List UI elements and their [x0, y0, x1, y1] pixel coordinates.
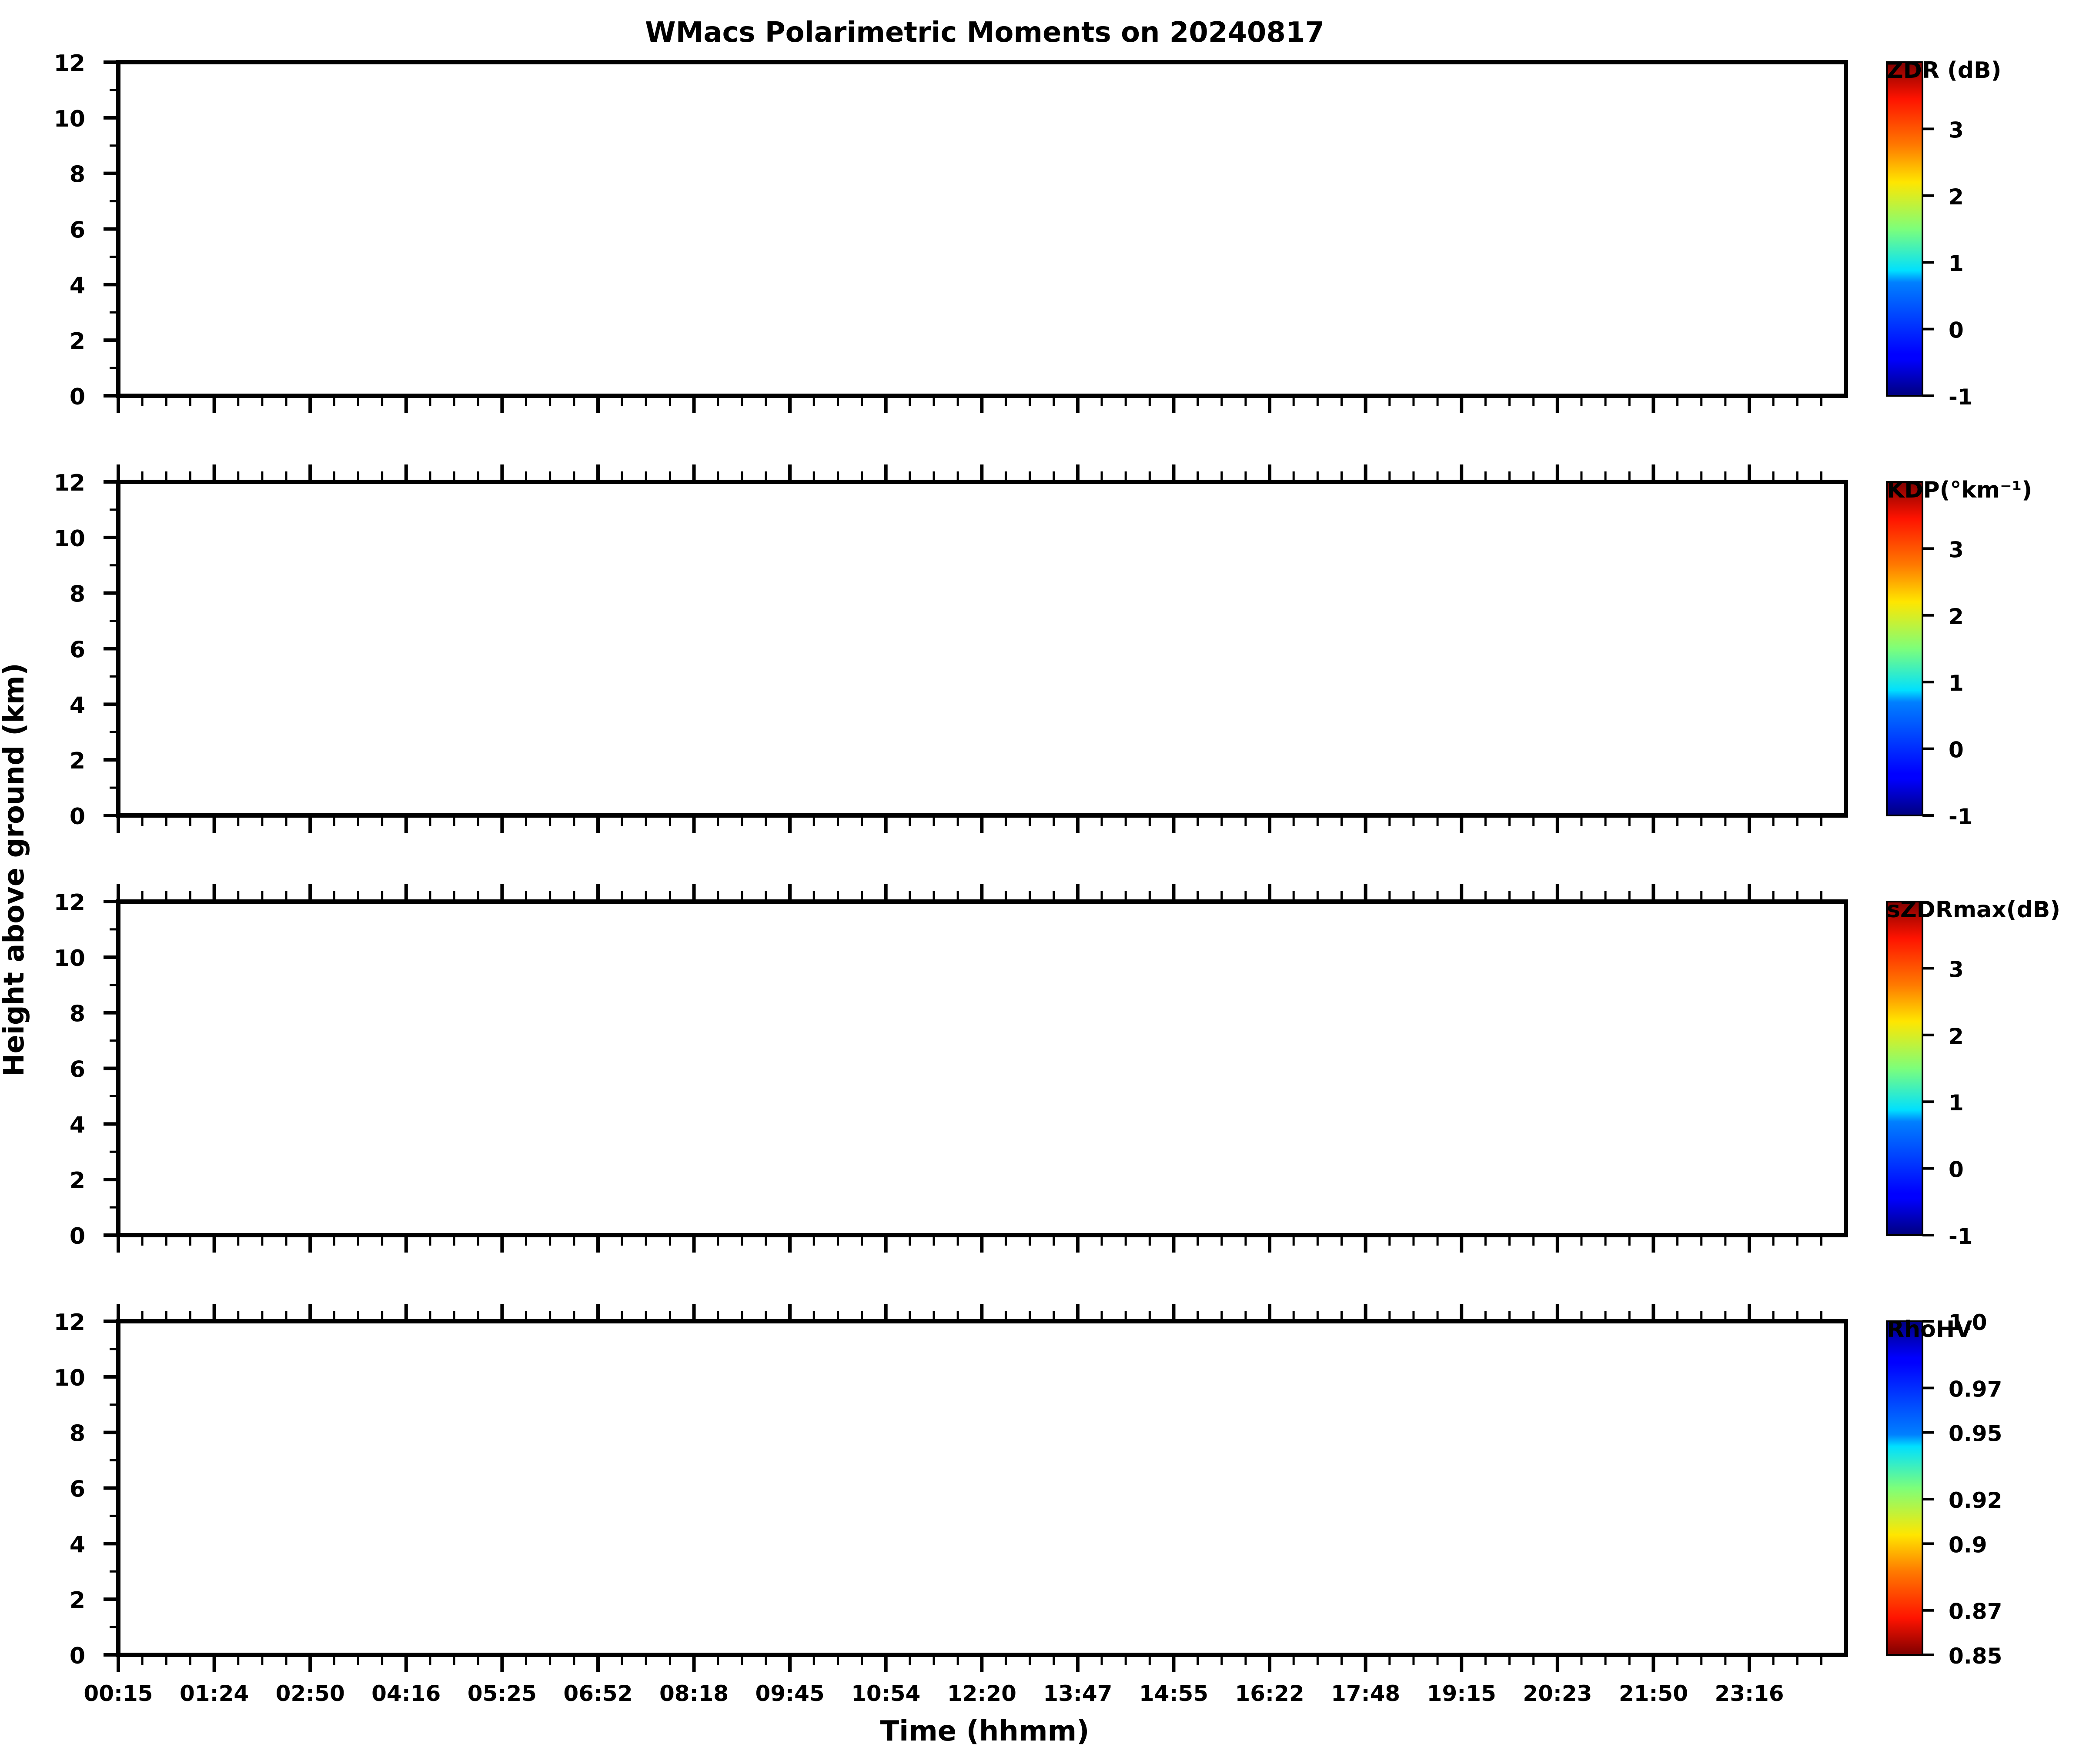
y-tick-label: 12	[54, 1310, 85, 1336]
colorbar-tick-label: 0	[1949, 318, 1964, 343]
x-tick-label: 19:15	[1427, 1681, 1496, 1706]
colorbar-tick-label: 2	[1949, 604, 1964, 629]
colorbar-tick-label: 0	[1949, 1157, 1964, 1183]
y-tick-label: 2	[70, 1168, 85, 1194]
y-tick-label: 4	[70, 1532, 85, 1558]
plot-frame	[116, 480, 1848, 818]
x-tick-label: 17:48	[1331, 1681, 1400, 1706]
y-tick-label: 10	[54, 945, 85, 972]
x-tick-label: 00:15	[84, 1681, 153, 1706]
y-tick-label: 4	[70, 273, 85, 299]
y-tick-label: 10	[54, 1365, 85, 1391]
y-tick-label: 6	[70, 1477, 85, 1503]
x-tick-label: 21:50	[1619, 1681, 1688, 1706]
x-tick-label: 02:50	[276, 1681, 345, 1706]
y-tick-label: 2	[70, 328, 85, 354]
y-tick-label: 10	[54, 106, 85, 132]
x-tick-label: 13:47	[1043, 1681, 1112, 1706]
plot-area	[118, 62, 1846, 396]
colorbar-tick-label: 3	[1949, 537, 1964, 562]
colorbar-tick-label: 3	[1949, 117, 1964, 143]
x-tick-label: 20:23	[1523, 1681, 1592, 1706]
y-tick-label: 12	[54, 890, 85, 916]
colorbar	[1886, 481, 1923, 816]
plot-frame	[116, 60, 1848, 398]
y-tick-label: 8	[70, 581, 85, 608]
x-tick-label: 16:22	[1235, 1681, 1304, 1706]
colorbar-tick-label: -1	[1949, 804, 1973, 829]
colorbar-tick-label: -1	[1949, 1224, 1973, 1249]
x-tick-label: 06:52	[563, 1681, 632, 1706]
y-tick-label: 2	[70, 748, 85, 774]
y-tick-label: 8	[70, 1001, 85, 1027]
y-tick-label: 4	[70, 1112, 85, 1138]
colorbar-label: sZDRmax(dB)	[1887, 897, 2060, 923]
plot-area	[118, 1321, 1846, 1655]
x-axis-label: Time (hhmm)	[880, 1715, 1090, 1747]
colorbar-tick-label: 2	[1949, 184, 1964, 210]
chart-title: WMacs Polarimetric Moments on 20240817	[645, 17, 1324, 49]
y-tick-label: 6	[70, 637, 85, 663]
colorbar-tick-label: 0.97	[1949, 1376, 2002, 1402]
colorbar-tick-label: 0.9	[1949, 1532, 1987, 1557]
plot-frame	[116, 899, 1848, 1237]
y-tick-label: 12	[54, 50, 85, 77]
colorbar-tick-label: 1.0	[1949, 1310, 1987, 1335]
colorbar-tick-label: 3	[1949, 957, 1964, 982]
y-tick-label: 2	[70, 1587, 85, 1614]
x-tick-label: 05:25	[468, 1681, 537, 1706]
y-axis-label: Height above ground (km)	[0, 663, 30, 1077]
colorbar-label: KDP(°km⁻¹)	[1887, 477, 2032, 503]
x-tick-label: 10:54	[851, 1681, 920, 1706]
y-tick-label: 8	[70, 1421, 85, 1447]
x-tick-label: 14:55	[1139, 1681, 1208, 1706]
plot-area	[118, 902, 1846, 1235]
colorbar-tick-label: -1	[1949, 384, 1973, 410]
colorbar-label: ZDR (dB)	[1887, 57, 2001, 84]
x-tick-label: 08:18	[659, 1681, 729, 1706]
plot-frame	[116, 1319, 1848, 1657]
colorbar	[1886, 901, 1923, 1236]
x-tick-label: 09:45	[756, 1681, 825, 1706]
colorbar-tick-label: 2	[1949, 1024, 1964, 1049]
x-tick-label: 04:16	[371, 1681, 441, 1706]
colorbar-tick-label: 1	[1949, 1090, 1964, 1116]
y-tick-label: 0	[70, 1223, 85, 1250]
y-tick-label: 6	[70, 1057, 85, 1083]
y-tick-label: 4	[70, 692, 85, 718]
colorbar	[1886, 1320, 1923, 1656]
plot-area	[118, 482, 1846, 815]
y-tick-label: 0	[70, 1643, 85, 1669]
y-tick-label: 0	[70, 804, 85, 830]
y-tick-label: 10	[54, 526, 85, 552]
x-tick-label: 23:16	[1715, 1681, 1784, 1706]
colorbar	[1886, 61, 1923, 397]
y-tick-label: 8	[70, 162, 85, 188]
colorbar-tick-label: 0.87	[1949, 1599, 2002, 1624]
y-tick-label: 6	[70, 217, 85, 244]
y-tick-label: 0	[70, 384, 85, 410]
colorbar-tick-label: 1	[1949, 671, 1964, 696]
x-tick-label: 01:24	[180, 1681, 249, 1706]
colorbar-tick-label: 0.92	[1949, 1488, 2002, 1513]
y-tick-label: 12	[54, 470, 85, 496]
colorbar-tick-label: 0.85	[1949, 1644, 2002, 1669]
colorbar-tick-label: 0.95	[1949, 1421, 2002, 1447]
colorbar-tick-label: 1	[1949, 251, 1964, 276]
colorbar-tick-label: 0	[1949, 738, 1964, 763]
x-tick-label: 12:20	[947, 1681, 1016, 1706]
